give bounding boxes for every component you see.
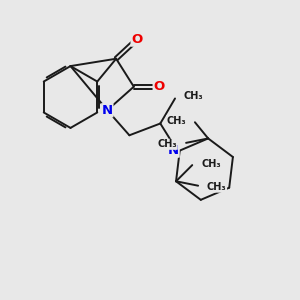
Text: CH₃: CH₃: [158, 139, 177, 149]
Text: CH₃: CH₃: [207, 182, 226, 192]
Text: N: N: [102, 104, 113, 117]
Text: N: N: [168, 144, 179, 157]
Text: O: O: [131, 33, 142, 46]
Text: CH₃: CH₃: [201, 159, 221, 169]
Text: CH₃: CH₃: [167, 116, 186, 126]
Text: O: O: [153, 80, 164, 93]
Text: CH₃: CH₃: [184, 91, 203, 100]
